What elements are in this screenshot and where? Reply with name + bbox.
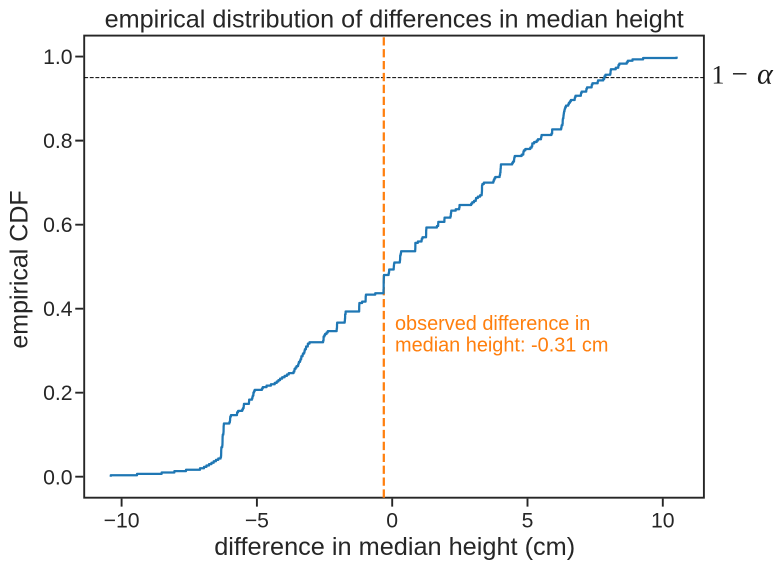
svg-text:observed difference in: observed difference in xyxy=(395,313,590,335)
svg-text:α: α xyxy=(757,58,774,91)
svg-text:−10: −10 xyxy=(104,510,140,533)
svg-text:empirical CDF: empirical CDF xyxy=(5,190,33,348)
svg-text:0.4: 0.4 xyxy=(43,298,73,321)
svg-text:median height: -0.31 cm: median height: -0.31 cm xyxy=(395,335,608,357)
svg-text:difference in median height (c: difference in median height (cm) xyxy=(214,533,575,561)
svg-text:0.2: 0.2 xyxy=(43,382,72,405)
svg-text:0.6: 0.6 xyxy=(43,214,72,237)
svg-text:0.8: 0.8 xyxy=(43,130,72,153)
svg-text:−: − xyxy=(732,59,748,91)
svg-text:−5: −5 xyxy=(245,510,269,533)
svg-text:0: 0 xyxy=(386,510,398,533)
svg-text:5: 5 xyxy=(522,510,534,533)
svg-text:1.0: 1.0 xyxy=(43,46,72,69)
svg-text:0.0: 0.0 xyxy=(43,466,72,489)
svg-text:10: 10 xyxy=(651,510,675,533)
svg-text:1: 1 xyxy=(712,61,725,90)
svg-text:empirical distribution of diff: empirical distribution of differences in… xyxy=(105,6,684,34)
